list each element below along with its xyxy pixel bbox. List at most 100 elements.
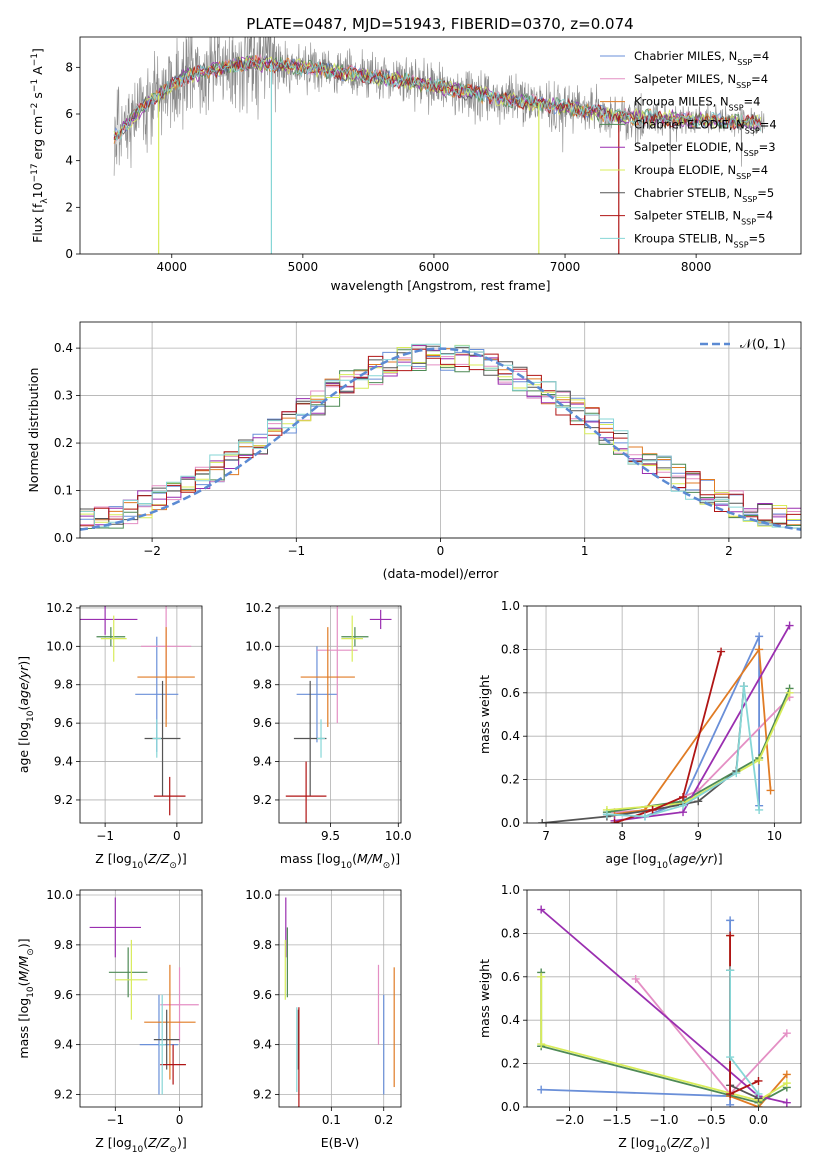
- legend-label: Kroupa STELIB, NSSP=5: [634, 231, 765, 249]
- axes-frame: [526, 605, 802, 824]
- weight-marker: [732, 769, 741, 778]
- ticks: 7 8 9 10 0.0 0.2 0.4 0.6 0.8 1.0: [501, 599, 782, 843]
- weight-marker: [602, 810, 611, 819]
- legend-label: Kroupa ELODIE, NSSP=4: [634, 163, 768, 181]
- ticks: −1 0 9.2 9.4 9.6 9.8 10.0: [46, 888, 183, 1127]
- legend-label: Chabrier ELODIE, NSSP=4: [634, 117, 777, 135]
- y-tick-label: 0.4: [501, 729, 520, 743]
- legend-label: Kroupa MILES, NSSP=4: [634, 95, 760, 113]
- weight-line: [614, 646, 772, 816]
- x-tick-label: 0.1: [322, 1113, 341, 1127]
- weight-marker: [726, 966, 735, 975]
- errorbar-point: [316, 719, 326, 758]
- y-tick-label: 6: [65, 107, 73, 121]
- axes-residuals: −2 −1 0 1 2 0.0 0.1 0.2 0.3 0.4 𝒩(0, 1) (data-model…: [26, 321, 802, 581]
- weight-marker: [694, 797, 703, 806]
- x-tick-label: 9.5: [321, 829, 340, 843]
- weight-marker: [537, 905, 546, 914]
- weight-marker: [754, 1076, 763, 1085]
- y-tick-label: 0.8: [501, 642, 520, 656]
- errorbar-point: [96, 627, 126, 647]
- ticks: 0.1 0.2 9.2 9.4 9.6 9.8 10.0: [245, 888, 393, 1127]
- errorbar-point: [160, 1044, 186, 1085]
- x-axis-label: mass [log10(M/M⊙)]: [280, 851, 400, 871]
- y-tick-label: 0: [65, 247, 73, 261]
- weight-marker: [785, 688, 794, 697]
- axes-frame: [79, 36, 802, 255]
- x-tick-label: −0.5: [697, 1113, 726, 1127]
- y-axis-label: mass [log10(M/M⊙)]: [16, 938, 36, 1058]
- errorbar-point: [285, 761, 327, 823]
- plot-area: [89, 897, 199, 1095]
- y-tick-label: 9.4: [54, 1038, 73, 1052]
- y-tick-label: 1.0: [501, 883, 520, 897]
- y-tick-label: 0.2: [501, 1057, 520, 1071]
- x-tick-label: 9: [694, 829, 702, 843]
- errorbar-point: [160, 967, 199, 1043]
- plot-area: [113, 37, 765, 254]
- y-tick-label: 8: [65, 60, 73, 74]
- y-tick-label: 2: [65, 200, 73, 214]
- weight-marker: [631, 974, 640, 983]
- axes-mass_vs_Z: −1 0 9.2 9.4 9.6 9.8 10.0 Z [log10(Z/Z⊙)] mass […: [16, 888, 203, 1155]
- y-axis-label: mass weight: [477, 959, 492, 1038]
- weight-marker: [648, 805, 657, 814]
- x-tick-label: −1: [96, 829, 114, 843]
- y-tick-label: 0.1: [54, 484, 73, 498]
- y-tick-label: 4: [65, 154, 73, 168]
- x-tick-label: 0.2: [374, 1113, 393, 1127]
- axes-weight_vs_age: 7 8 9 10 0.0 0.2 0.4 0.6 0.8 1.0 age [log10(age/yr…: [477, 599, 802, 871]
- x-tick-label: −1: [106, 1113, 124, 1127]
- weight-marker: [726, 1053, 735, 1062]
- errorbar-point: [316, 606, 358, 724]
- model-line: [113, 57, 762, 141]
- x-tick-label: 7: [542, 829, 550, 843]
- axes-mass_vs_ebv: 0.1 0.2 9.2 9.4 9.6 9.8 10.0 E(B-V): [245, 888, 402, 1150]
- errorbar-point: [300, 627, 355, 727]
- y-tick-label: 9.6: [54, 988, 73, 1002]
- weight-marker: [726, 1100, 735, 1107]
- weight-marker: [537, 972, 546, 981]
- y-tick-label: 9.8: [253, 938, 272, 952]
- weight-marker: [739, 682, 748, 691]
- legend-label: Salpeter ELODIE, NSSP=3: [634, 140, 776, 158]
- y-tick-label: 9.4: [253, 755, 272, 769]
- errorbar-point: [80, 606, 138, 635]
- y-tick-label: 0.0: [501, 1100, 520, 1114]
- y-tick-label: 0.4: [54, 341, 73, 355]
- y-tick-label: 9.2: [54, 1088, 73, 1102]
- y-tick-label: 9.8: [54, 678, 73, 692]
- weight-marker: [785, 621, 794, 630]
- x-axis-label: E(B-V): [321, 1135, 360, 1150]
- y-tick-label: 10.2: [46, 601, 73, 615]
- y-tick-label: 10.0: [245, 639, 272, 653]
- normal-curve: [80, 347, 801, 531]
- y-tick-label: 0.0: [54, 531, 73, 545]
- y-tick-label: 10.2: [245, 601, 272, 615]
- y-tick-label: 9.6: [253, 716, 272, 730]
- plot-area: [537, 905, 791, 1107]
- axes-weight_vs_Z: −2.0 −1.5 −1.0 −0.5 0.0 0.0 0.2 0.4 0.6 0.8 1.0 Z […: [477, 883, 802, 1155]
- y-tick-label: 0.8: [501, 926, 520, 940]
- y-axis-label: Normed distribution: [26, 368, 41, 493]
- errorbar-point: [153, 776, 186, 816]
- x-axis-label: (data-model)/error: [383, 566, 500, 581]
- y-axis-label: age [log10(age/yr)]: [16, 656, 36, 773]
- y-tick-label: 10.0: [245, 888, 272, 902]
- weight-marker: [782, 1070, 791, 1079]
- axes-frame: [278, 889, 402, 1108]
- x-axis-label: Z [log10(Z/Z⊙)]: [95, 1135, 186, 1155]
- legend: 𝒩(0, 1): [700, 336, 786, 351]
- x-tick-label: 0: [176, 1113, 184, 1127]
- x-tick-label: 8000: [681, 260, 712, 274]
- y-tick-label: 0.2: [54, 436, 73, 450]
- axes-spectrum: 4000 5000 6000 7000 8000 0 2 4 6 8 wavelength [Ang…: [30, 36, 802, 293]
- errorbar-point: [144, 964, 196, 1080]
- plot-area: [538, 621, 794, 823]
- axes-frame: [79, 605, 203, 824]
- errorbar-point: [137, 627, 195, 727]
- weight-marker: [726, 916, 735, 925]
- weight-marker: [766, 786, 775, 795]
- y-tick-label: 10.0: [46, 639, 73, 653]
